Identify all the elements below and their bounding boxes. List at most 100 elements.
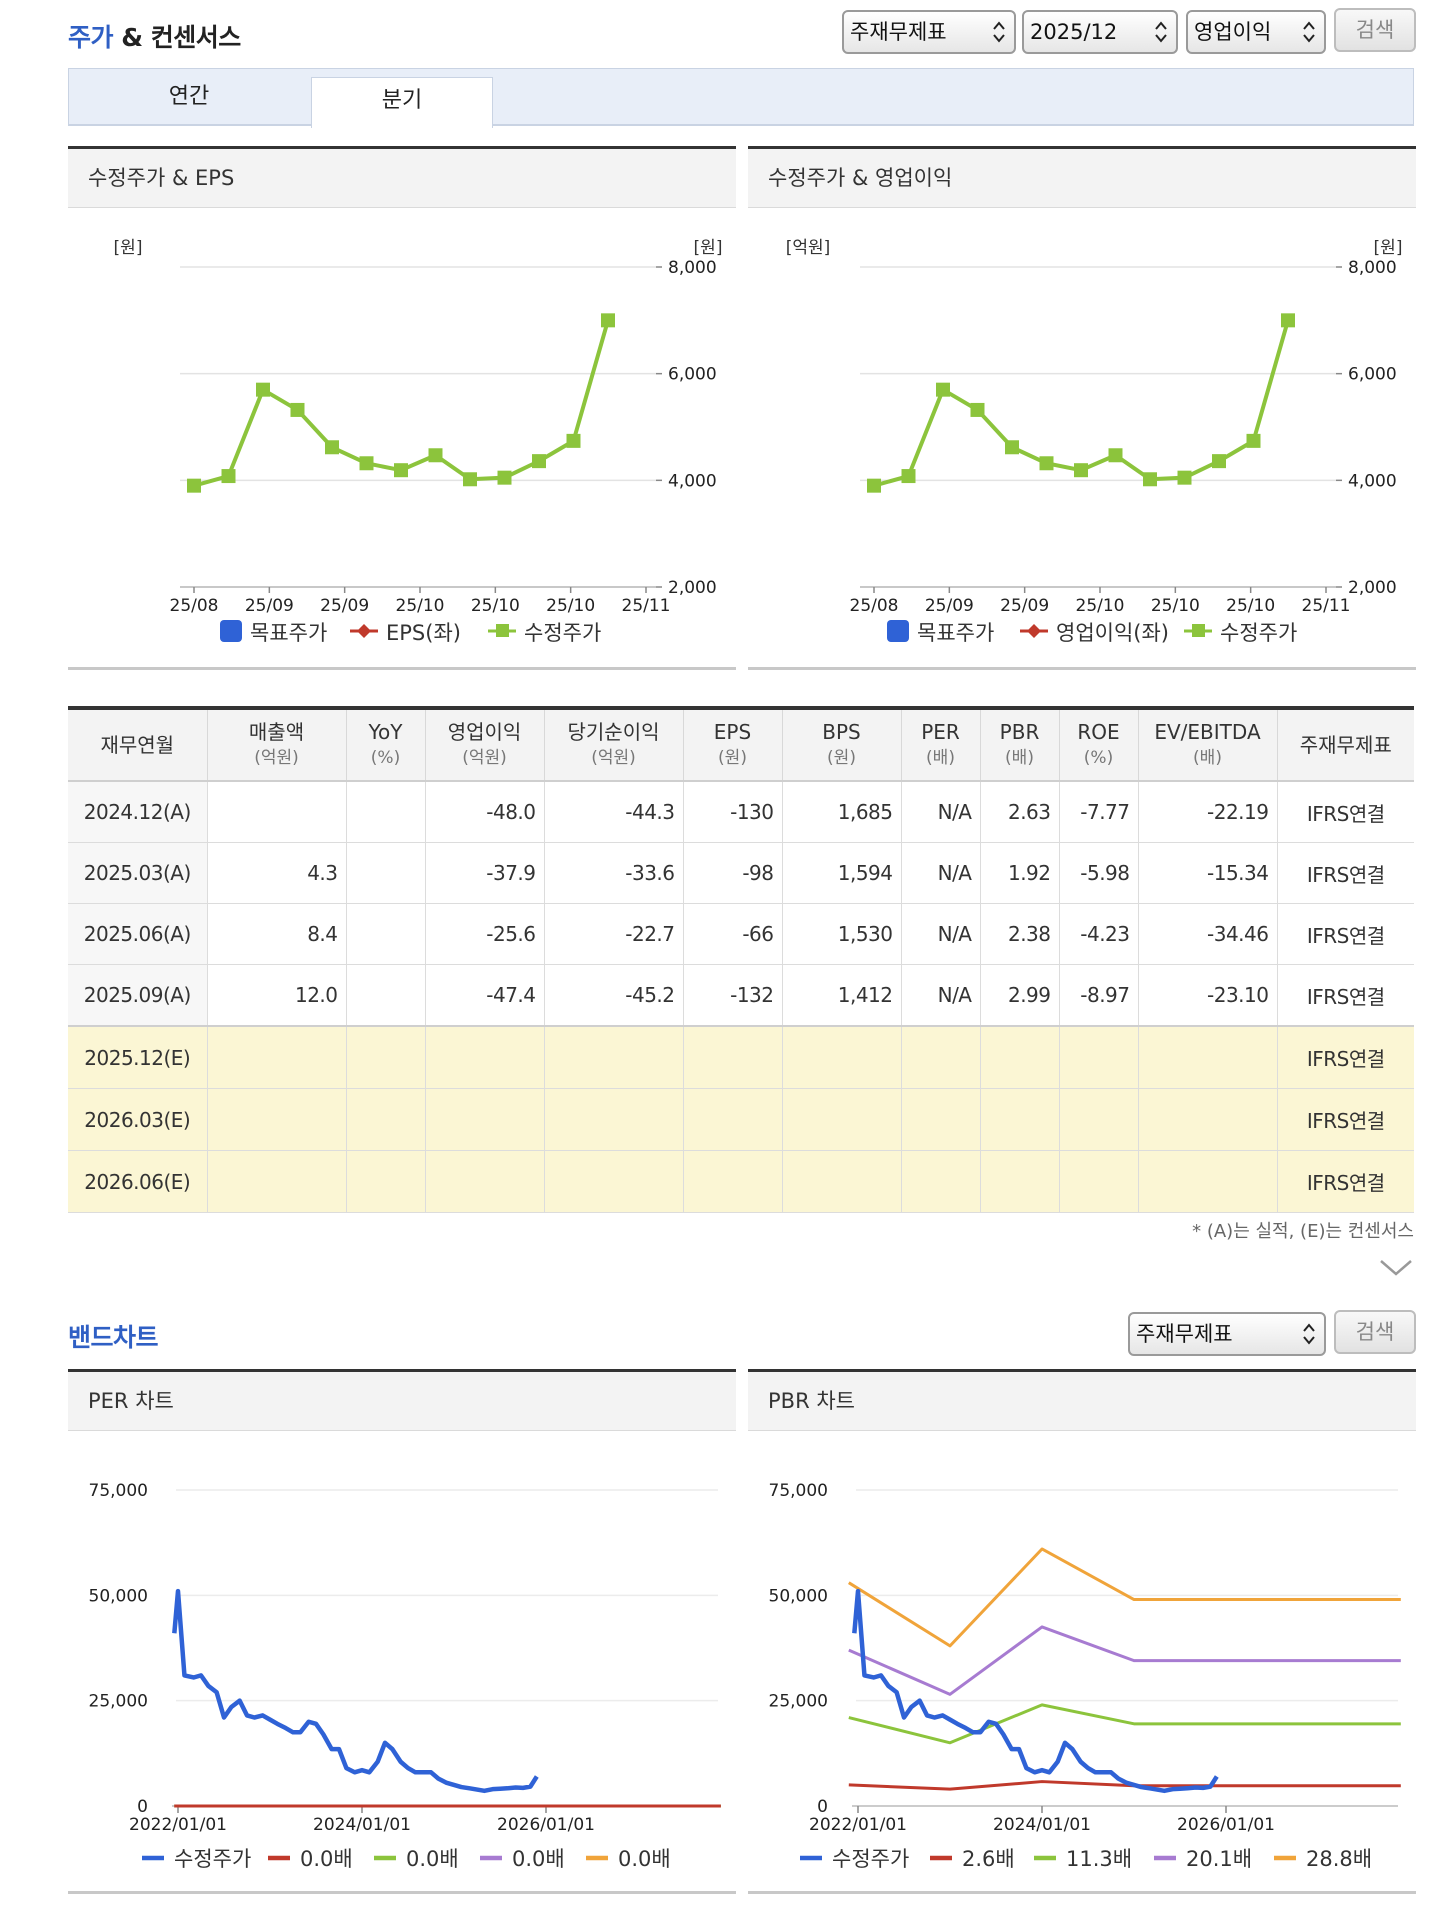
price-point <box>359 456 374 471</box>
table-cell <box>346 1025 426 1089</box>
table-header: EPS (원) <box>683 708 783 782</box>
table-cell: 12.0 <box>207 964 347 1027</box>
table-cell <box>207 1088 347 1151</box>
band-statement-type-value: 주재무제표 <box>1136 1322 1233 1346</box>
chevron-down-icon[interactable] <box>1378 1257 1414 1279</box>
metric-select[interactable]: 영업이익 <box>1186 10 1326 54</box>
legend-label: 11.3배 <box>1066 1847 1132 1871</box>
y-tick-label: 25,000 <box>769 1692 828 1712</box>
x-tick-label: 25/09 <box>245 596 294 616</box>
table-cell: IFRS연결 <box>1277 842 1414 904</box>
table-cell: -45.2 <box>544 964 684 1027</box>
table-cell: 4.3 <box>207 842 347 904</box>
select-arrows-icon <box>1303 21 1315 43</box>
table-header: YoY (%) <box>346 708 426 782</box>
table-header: BPS (원) <box>782 708 902 782</box>
x-tick-label: 25/09 <box>925 596 974 616</box>
table-cell: -130 <box>683 781 783 843</box>
legend-label: 20.1배 <box>1186 1847 1252 1871</box>
price-point <box>428 448 443 463</box>
table-header-label: 재무연월 <box>100 733 175 757</box>
band-search-button[interactable]: 검색 <box>1334 1310 1416 1354</box>
price-point <box>1281 313 1295 328</box>
price-point <box>532 454 546 469</box>
select-arrows-icon <box>993 21 1005 43</box>
y-tick-label: 0 <box>817 1797 828 1817</box>
table-header-label: ROE <box>1077 720 1120 744</box>
legend-label: 목표주가 <box>917 621 994 645</box>
table-cell: 2025.09(A) <box>68 964 208 1027</box>
table-header: 영업이익 (억원) <box>425 708 545 782</box>
table-cell: -33.6 <box>544 842 684 904</box>
band-series-line <box>848 1625 1401 1696</box>
table-cell <box>782 1025 902 1089</box>
table-header-unit: (배) <box>1193 748 1222 768</box>
table-cell: N/A <box>901 781 981 843</box>
band-statement-type-select[interactable]: 주재무제표 <box>1128 1312 1326 1356</box>
table-cell: 2.63 <box>980 781 1060 843</box>
table-cell <box>782 1088 902 1151</box>
y-tick-label: 50,000 <box>769 1586 828 1606</box>
table-cell <box>544 1088 684 1151</box>
table-cell: 2024.12(A) <box>68 781 208 843</box>
legend-label: 28.8배 <box>1306 1847 1372 1871</box>
search-button[interactable]: 검색 <box>1334 8 1416 52</box>
table-cell: N/A <box>901 964 981 1027</box>
price-point <box>1005 440 1019 455</box>
price-point <box>497 470 512 485</box>
legend-swatch-target <box>887 620 909 642</box>
table-cell: -44.3 <box>544 781 684 843</box>
y-tick-label: 0 <box>137 1797 148 1817</box>
table-cell: -7.77 <box>1059 781 1139 843</box>
statement-type-value: 주재무제표 <box>850 20 947 44</box>
price-point <box>463 472 477 487</box>
tab-quarterly[interactable]: 분기 <box>311 77 493 128</box>
x-tick-label: 25/11 <box>1302 596 1351 616</box>
table-header: 당기순이익 (억원) <box>544 708 684 782</box>
table-header-label: EPS <box>713 720 752 744</box>
x-tick-label: 25/10 <box>1226 596 1275 616</box>
table-cell <box>425 1150 545 1213</box>
left-axis-unit: [억원] <box>786 238 831 258</box>
table-header: EV/EBITDA (배) <box>1138 708 1278 782</box>
price-op-chart: [억원] [원]8,000 6,000 4,000 2,000 25/08 25/09 25/… <box>786 238 1403 645</box>
period-select[interactable]: 2025/12 <box>1022 10 1178 54</box>
table-header-unit: (억원) <box>591 748 636 768</box>
band-series-line <box>848 1547 1401 1648</box>
legend-label: 수정주가 <box>1220 621 1297 645</box>
table-cell: IFRS연결 <box>1277 1025 1414 1089</box>
price-point <box>1143 472 1157 487</box>
table-cell: 1,412 <box>782 964 902 1027</box>
price-point <box>867 478 881 493</box>
table-cell <box>980 1025 1060 1089</box>
table-row: 2026.03(E) IFRS연결 <box>68 1088 1414 1151</box>
price-point <box>1212 454 1226 469</box>
table-cell: -98 <box>683 842 783 904</box>
table-cell: -4.23 <box>1059 903 1139 965</box>
footnote: * (A)는 실적, (E)는 컨센서스 <box>1192 1221 1414 1242</box>
table-cell: IFRS연결 <box>1277 1088 1414 1151</box>
table-header-unit: (억원) <box>254 748 299 768</box>
y-tick-label: 8,000 <box>1348 258 1397 278</box>
legend-swatch-eps <box>357 624 371 638</box>
legend-label: 2.6배 <box>962 1847 1015 1871</box>
table-cell <box>346 1150 426 1213</box>
table-header-label: PBR <box>999 720 1040 744</box>
tab-annual[interactable]: 연간 <box>168 84 210 109</box>
table-cell: N/A <box>901 842 981 904</box>
table-cell: 2.38 <box>980 903 1060 965</box>
price-point <box>566 433 581 448</box>
x-tick-label: 25/10 <box>396 596 445 616</box>
table-cell: IFRS연결 <box>1277 964 1414 1027</box>
x-tick-label: 25/09 <box>320 596 369 616</box>
x-tick-label: 2024/01/01 <box>313 1815 411 1835</box>
price-series-line <box>852 1588 1219 1794</box>
table-cell <box>346 1088 426 1151</box>
x-tick-label: 2026/01/01 <box>497 1815 595 1835</box>
table-header-label: 당기순이익 <box>567 720 660 744</box>
legend-swatch-target <box>220 620 242 642</box>
table-cell <box>346 964 426 1027</box>
statement-type-select[interactable]: 주재무제표 <box>842 10 1016 54</box>
table-cell <box>1059 1150 1139 1213</box>
